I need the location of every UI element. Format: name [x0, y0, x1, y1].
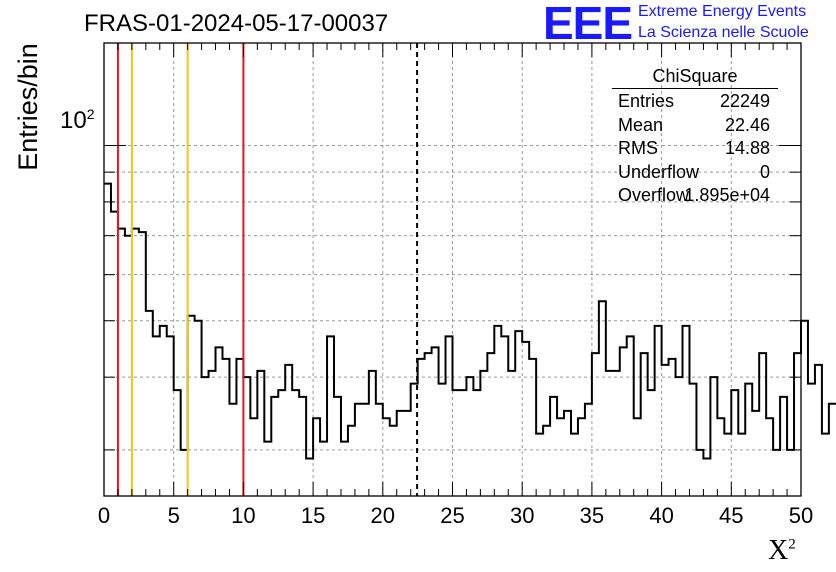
x-tick-label: 40 [649, 503, 673, 528]
x-tick-label: 20 [371, 503, 395, 528]
stats-row-rms: RMS 14.88 [612, 136, 778, 160]
x-axis-label: X2 [768, 535, 796, 567]
histogram [104, 182, 836, 460]
histogram-line [104, 182, 836, 460]
stats-row-overflow: Overflow 1.895e+04 [612, 183, 778, 207]
stats-row-underflow: Underflow 0 [612, 160, 778, 184]
reference-lines [116, 43, 419, 496]
stats-value: 22.46 [724, 114, 770, 135]
stats-label: Overflow [618, 185, 690, 205]
stats-value: 22249 [719, 91, 770, 111]
stats-value: 1.895e+04 [684, 185, 770, 205]
y-tick-exponent: 2 [86, 106, 95, 122]
y-tick-label-100: 102 [60, 106, 95, 135]
x-tick-label: 35 [580, 503, 604, 528]
stats-row-entries: Entries 22249 [612, 89, 778, 113]
x-tick-label: 0 [98, 503, 110, 528]
x-tick-label: 50 [789, 503, 813, 528]
stats-label: RMS [618, 138, 658, 158]
eee-logo: EEE [543, 0, 633, 49]
stats-value: 14.88 [724, 138, 770, 158]
stats-value: 0 [759, 161, 770, 182]
y-tick-base: 10 [60, 107, 87, 134]
stats-row-mean: Mean 22.46 [612, 113, 778, 137]
y-axis-label: Entries/bin [13, 43, 43, 171]
chart-title: FRAS-01-2024-05-17-00037 [84, 10, 389, 37]
axis-ticks [103, 43, 802, 496]
x-tick-label: 15 [301, 503, 325, 528]
stats-label: Entries [618, 91, 675, 111]
x-tick-label: 25 [440, 503, 464, 528]
stats-box: ChiSquare Entries 22249 Mean 22.46 RMS 14.8… [612, 66, 778, 207]
x-axis-label-symbol: X [768, 535, 789, 566]
stats-label: Underflow [618, 161, 700, 182]
x-tick-label: 45 [719, 503, 743, 528]
logo-line-1: Extreme Energy Events [638, 3, 807, 20]
x-tick-labels: 0 5 10 15 20 25 30 35 40 45 50 [98, 503, 813, 528]
x-axis-label-exponent: 2 [788, 536, 796, 553]
x-tick-label: 30 [510, 503, 534, 528]
x-tick-label: 10 [231, 503, 255, 528]
stats-title: ChiSquare [612, 66, 778, 89]
logo-line-2: La Scienza nelle Scuole [638, 24, 809, 41]
stats-label: Mean [618, 114, 664, 135]
x-tick-label: 5 [168, 503, 180, 528]
